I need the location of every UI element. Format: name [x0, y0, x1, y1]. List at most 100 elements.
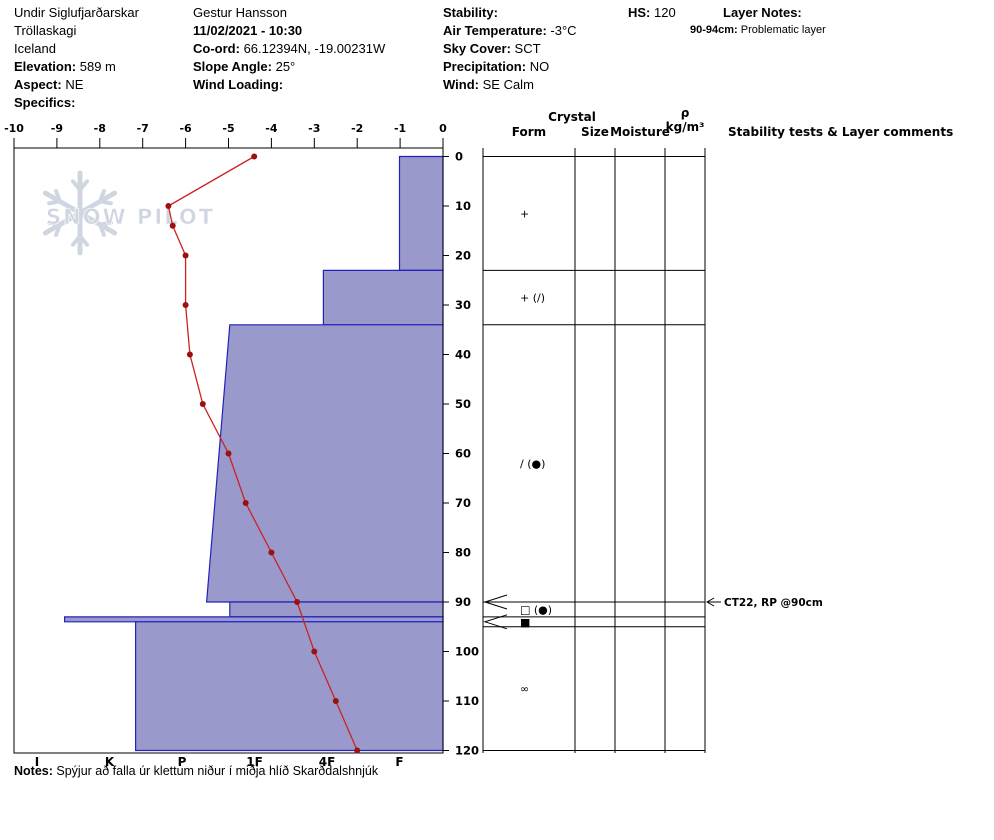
- layer-notes-title: Layer Notes:: [723, 5, 802, 20]
- depth-tick-label: 10: [455, 199, 471, 213]
- stability-test-text: CT22, RP @90cm: [724, 597, 823, 609]
- snow-layer-bar: [135, 621, 444, 752]
- stability-test-annotation: CT22, RP @90cm: [705, 597, 823, 609]
- depth-tick-label: 110: [455, 694, 479, 708]
- temp-tick-label: -1: [394, 122, 406, 135]
- temp-tick-label: -4: [265, 122, 278, 135]
- wind-row: Wind: SE Calm: [443, 76, 577, 94]
- temp-tick-label: -6: [179, 122, 192, 135]
- temperature-point: [186, 351, 193, 358]
- temperature-point: [242, 500, 249, 506]
- region-name: Tröllaskagi: [14, 23, 77, 38]
- layer-notes: Layer Notes:: [723, 4, 802, 22]
- temperature-point: [169, 222, 176, 229]
- precipitation-value: NO: [529, 59, 550, 74]
- elevation-row: Elevation: 589 m: [14, 58, 139, 76]
- crystal-form-symbol: + (/): [520, 292, 545, 305]
- sky-cover-label: Sky Cover:: [443, 41, 511, 56]
- size-header: Size: [581, 125, 609, 139]
- temp-tick-label: -9: [51, 122, 63, 135]
- stability-label: Stability:: [443, 5, 498, 20]
- temperature-point: [225, 450, 232, 457]
- precipitation-row: Precipitation: NO: [443, 58, 577, 76]
- depth-tick-label: 90: [455, 595, 471, 609]
- crystal-form-symbol: □ (●): [520, 603, 552, 616]
- country-name: Iceland: [14, 41, 56, 56]
- hardness-label: K: [105, 755, 115, 769]
- crystal-panel: + + (/) / (●) □ (●)■ ∞: [482, 148, 706, 753]
- depth-tick-label: 20: [455, 249, 471, 263]
- hardness-axis: I K P 1F 4F F: [35, 755, 404, 769]
- slope-angle-value: 25°: [275, 59, 296, 74]
- thin-layer-marker: [483, 594, 508, 610]
- annotation-arrow-head: [705, 597, 715, 607]
- coord-label: Co-ord:: [193, 41, 240, 56]
- snow-height-info: HS: 120: [628, 4, 676, 22]
- temp-tick-label: 0: [439, 122, 447, 135]
- thin-layer-marker: [483, 614, 508, 630]
- moisture-header: Moisture: [610, 125, 670, 139]
- temperature-axis: -10 -9 -8 -7 -6 -5 -4 -3 -2 -1 0: [4, 122, 447, 148]
- observer-name: Gestur Hansson: [193, 5, 287, 20]
- aspect-row: Aspect: NE: [14, 76, 139, 94]
- elevation-value: 589 m: [79, 59, 116, 74]
- air-temp-value: -3°C: [550, 23, 577, 38]
- crystal-form-symbol: / (●): [520, 457, 545, 470]
- temperature-point: [182, 252, 189, 259]
- wind-loading-row: Wind Loading:: [193, 76, 385, 94]
- observation-datetime: 11/02/2021 - 10:30: [193, 22, 385, 40]
- crystal-form-symbol: ∞: [520, 683, 529, 696]
- temperature-point: [251, 153, 258, 160]
- air-temp-label: Air Temperature:: [443, 23, 547, 38]
- temperature-point: [294, 599, 301, 605]
- density-units-header: kg/m³: [666, 120, 705, 134]
- hardness-label: 1F: [246, 755, 263, 769]
- hs-row: HS: 120: [628, 4, 676, 22]
- temp-tick-label: -8: [94, 122, 106, 135]
- wind-value: SE Calm: [482, 77, 534, 92]
- temp-tick-label: -3: [308, 122, 320, 135]
- notes-text: Spýjur að falla úr klettum niður í miðja…: [56, 764, 379, 778]
- temperature-point: [332, 698, 339, 704]
- snowpilot-watermark: SNOW PILOT: [42, 170, 213, 256]
- temperature-line: [167, 155, 358, 751]
- site-info: Undir Siglufjarðarskar Tröllaskagi Icela…: [14, 4, 139, 112]
- form-header: Form: [512, 125, 546, 139]
- temp-tick-label: -2: [351, 122, 363, 135]
- pit-notes: Notes: Spýjur að falla úr klettum niður …: [14, 764, 378, 778]
- temperature-profile: [165, 153, 361, 754]
- depth-tick-label: 80: [455, 546, 471, 560]
- aspect-value: NE: [65, 77, 84, 92]
- temp-tick-label: -10: [4, 122, 24, 135]
- temperature-point: [199, 401, 206, 407]
- crystal-header: Crystal: [548, 110, 596, 124]
- observer-info: Gestur Hansson 11/02/2021 - 10:30 Co-ord…: [193, 4, 385, 94]
- temperature-point: [182, 302, 189, 308]
- snow-layer-bar: [398, 155, 444, 271]
- density-header: ρ: [681, 106, 690, 120]
- datetime-value: 11/02/2021 - 10:30: [193, 23, 303, 38]
- coord-row: Co-ord: 66.12394N, -19.00231W: [193, 40, 385, 58]
- snow-layer-bar: [229, 601, 444, 618]
- temperature-point: [268, 549, 275, 556]
- coord-value: 66.12394N, -19.00231W: [243, 41, 386, 56]
- depth-tick-label: 0: [455, 150, 463, 164]
- slope-angle-row: Slope Angle: 25°: [193, 58, 385, 76]
- notes-label: Notes:: [14, 764, 53, 778]
- hardness-label: I: [35, 755, 39, 769]
- depth-tick-label: 120: [455, 744, 479, 758]
- depth-tick-label: 30: [455, 298, 471, 312]
- comments-header: Stability tests & Layer comments: [728, 125, 953, 139]
- snow-layer-bar: [63, 616, 444, 623]
- depth-tick-label: 40: [455, 348, 471, 362]
- specifics-row: Specifics:: [14, 94, 139, 112]
- hardness-label: F: [395, 755, 403, 769]
- layer-note-depth: 90-94cm:: [690, 24, 738, 36]
- snow-layer-bar: [205, 324, 444, 603]
- precipitation-label: Precipitation:: [443, 59, 527, 74]
- wind-loading-label: Wind Loading:: [193, 77, 284, 92]
- sky-cover-row: Sky Cover: SCT: [443, 40, 577, 58]
